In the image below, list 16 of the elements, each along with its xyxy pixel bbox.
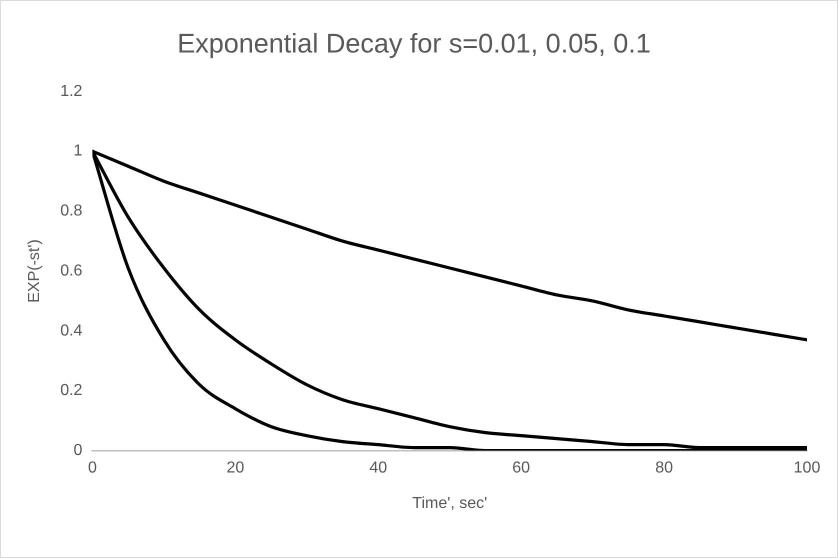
y-axis-title: EXP(-st') <box>26 239 44 303</box>
y-tick-label: 1.2 <box>60 82 83 100</box>
x-tick-label: 60 <box>512 460 530 477</box>
y-tick-label: 1 <box>74 142 83 160</box>
x-tick-label: 0 <box>88 460 97 477</box>
x-tick-label: 100 <box>794 460 820 477</box>
x-tick-label: 20 <box>226 460 244 477</box>
y-tick-label: 0.2 <box>60 382 83 400</box>
x-axis-title: Time', sec' <box>412 494 488 512</box>
y-tick-label: 0.4 <box>60 322 83 340</box>
x-tick-label: 40 <box>369 460 388 477</box>
chart-title: Exponential Decay for s=0.01, 0.05, 0.1 <box>177 28 651 59</box>
x-tick-label: 80 <box>655 460 674 477</box>
y-tick-label: 0.6 <box>60 262 83 280</box>
y-tick-label: 0.8 <box>60 202 83 220</box>
y-tick-label: 0 <box>74 442 83 460</box>
